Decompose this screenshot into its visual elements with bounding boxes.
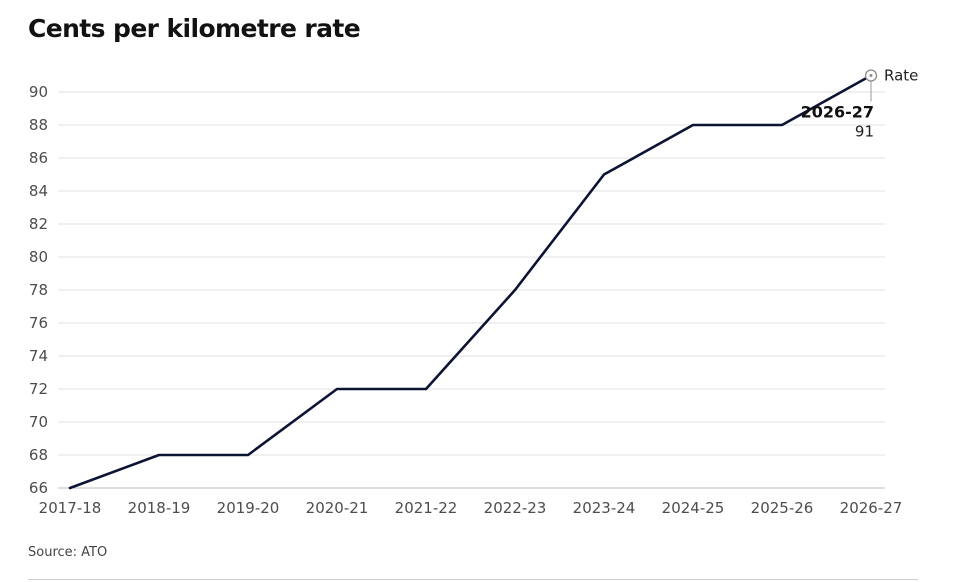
y-tick-label: 70 — [29, 413, 48, 431]
y-tick-label: 76 — [29, 314, 48, 332]
x-tick-label: 2022-23 — [484, 499, 547, 517]
x-tick-label: 2018-19 — [128, 499, 191, 517]
annotation-value: 91 — [855, 123, 874, 141]
y-tick-label: 74 — [29, 347, 48, 365]
footer-divider — [28, 579, 918, 580]
annotation-label: 2026-27 — [801, 103, 874, 122]
y-tick-label: 78 — [29, 281, 48, 299]
y-tick-label: 66 — [29, 479, 48, 497]
x-tick-label: 2021-22 — [395, 499, 458, 517]
y-tick-label: 82 — [29, 215, 48, 233]
series-layer — [68, 74, 873, 490]
x-tick-label: 2019-20 — [217, 499, 280, 517]
x-tick-label: 2026-27 — [840, 499, 903, 517]
y-tick-label: 72 — [29, 380, 48, 398]
end-point-marker-dot — [869, 74, 873, 77]
x-tick-label: 2020-21 — [306, 499, 369, 517]
legend-label: Rate — [884, 67, 918, 85]
y-tick-label: 80 — [29, 248, 48, 266]
y-tick-label: 88 — [29, 116, 48, 134]
series-line — [68, 74, 873, 490]
chart-title: Cents per kilometre rate — [28, 14, 361, 43]
x-tick-label: 2024-25 — [662, 499, 725, 517]
x-axis: 2017-18 2018-19 2019-20 2020-21 2021-22 2022-… — [39, 499, 903, 517]
gridlines — [58, 91, 885, 489]
x-tick-label: 2017-18 — [39, 499, 102, 517]
y-tick-label: 86 — [29, 149, 48, 167]
y-axis: 66 68 70 72 74 76 78 80 82 84 86 88 90 — [29, 83, 48, 497]
y-tick-label: 84 — [29, 182, 48, 200]
source-note: Source: ATO — [28, 545, 108, 560]
y-tick-label: 90 — [29, 83, 48, 101]
x-tick-label: 2025-26 — [751, 499, 814, 517]
y-tick-label: 68 — [29, 446, 48, 464]
x-tick-label: 2023-24 — [573, 499, 636, 517]
